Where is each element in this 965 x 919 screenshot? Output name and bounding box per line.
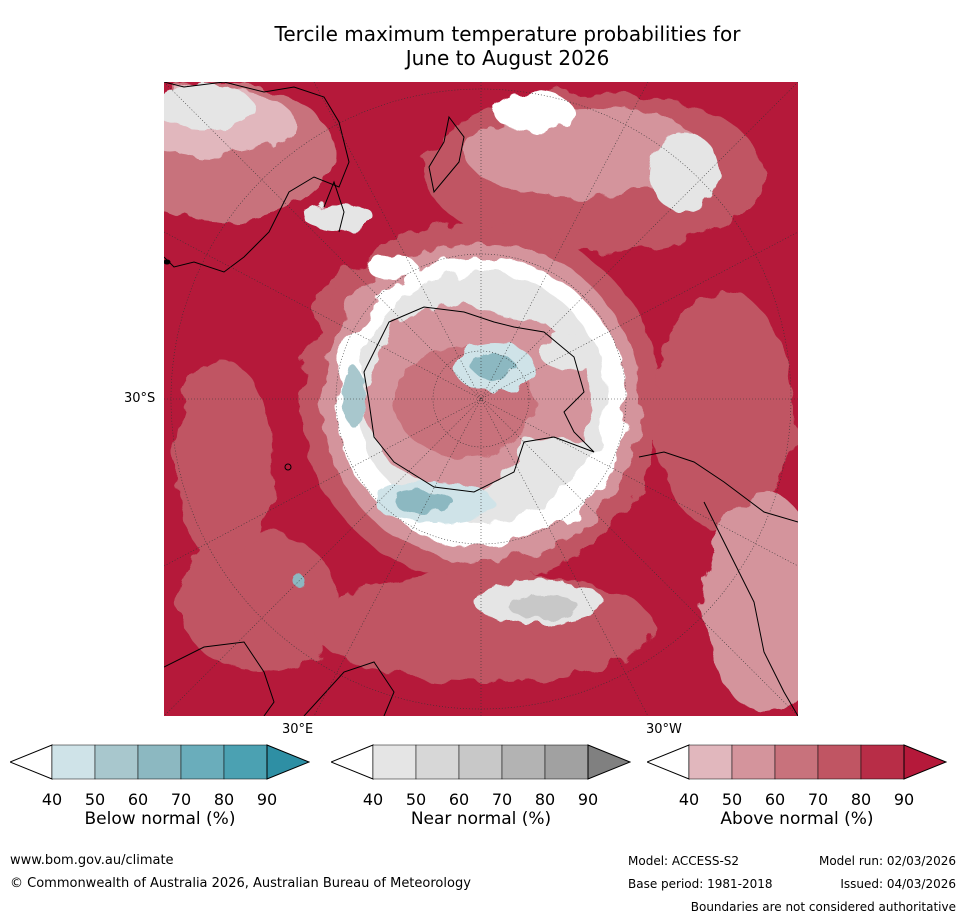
longitude-label-30e: 30°E	[282, 722, 314, 737]
tick-label: 70	[807, 790, 829, 809]
website-link[interactable]: www.bom.gov.au/climate	[10, 853, 174, 868]
tick-label: 60	[127, 790, 149, 809]
tick-label: 40	[362, 790, 384, 809]
tick-label: 50	[405, 790, 427, 809]
tick-label: 90	[893, 790, 915, 809]
tick-labels-above: 40 50 60 70 80 90	[647, 790, 947, 810]
map-title: Tercile maximum temperature probabilitie…	[0, 22, 965, 70]
tick-label: 80	[850, 790, 872, 809]
legend-below-normal: 40 50 60 70 80 90 Below normal (%)	[8, 744, 311, 854]
title-line-1: Tercile maximum temperature probabilitie…	[274, 22, 741, 46]
model-run-text: Model run: 02/03/2026	[818, 854, 956, 868]
legend-title-below: Below normal (%)	[84, 809, 236, 829]
tick-label: 70	[170, 790, 192, 809]
latitude-label-30s: 30°S	[124, 391, 156, 406]
tick-label: 90	[577, 790, 599, 809]
tick-label: 50	[84, 790, 106, 809]
legend-title-above: Above normal (%)	[720, 809, 874, 829]
tick-labels-near: 40 50 60 70 80 90	[331, 790, 631, 810]
colorbar-near	[329, 744, 632, 780]
tick-label: 40	[678, 790, 700, 809]
tick-label: 80	[213, 790, 235, 809]
tick-label: 60	[448, 790, 470, 809]
graticule	[164, 82, 798, 716]
issued-text: Issued: 04/03/2026	[840, 877, 956, 891]
tick-label: 80	[534, 790, 556, 809]
model-text: Model: ACCESS-S2	[628, 854, 740, 868]
longitude-label-30w: 30°W	[646, 722, 682, 737]
tick-label: 50	[721, 790, 743, 809]
legend-above-normal: 40 50 60 70 80 90 Above normal (%)	[645, 744, 948, 854]
tick-label: 90	[256, 790, 278, 809]
tick-label: 40	[41, 790, 63, 809]
colorbar-above	[645, 744, 948, 780]
tick-labels-below: 40 50 60 70 80 90	[10, 790, 310, 810]
boundaries-disclaimer: Boundaries are not considered authoritat…	[690, 900, 956, 914]
tick-label: 70	[491, 790, 513, 809]
colorbar-below	[8, 744, 311, 780]
coastlines	[164, 82, 798, 716]
legend-title-near: Near normal (%)	[410, 809, 552, 829]
copyright-text: © Commonwealth of Australia 2026, Austra…	[10, 876, 471, 891]
antarctica-shading	[342, 302, 599, 522]
probability-map	[164, 82, 798, 716]
legend-near-normal: 40 50 60 70 80 90 Near normal (%)	[329, 744, 632, 854]
map-svg	[164, 82, 798, 716]
near-normal-shading	[164, 85, 719, 624]
title-line-2: June to August 2026	[405, 46, 610, 70]
tick-label: 60	[764, 790, 786, 809]
base-period-text: Base period: 1981-2018	[628, 877, 773, 891]
